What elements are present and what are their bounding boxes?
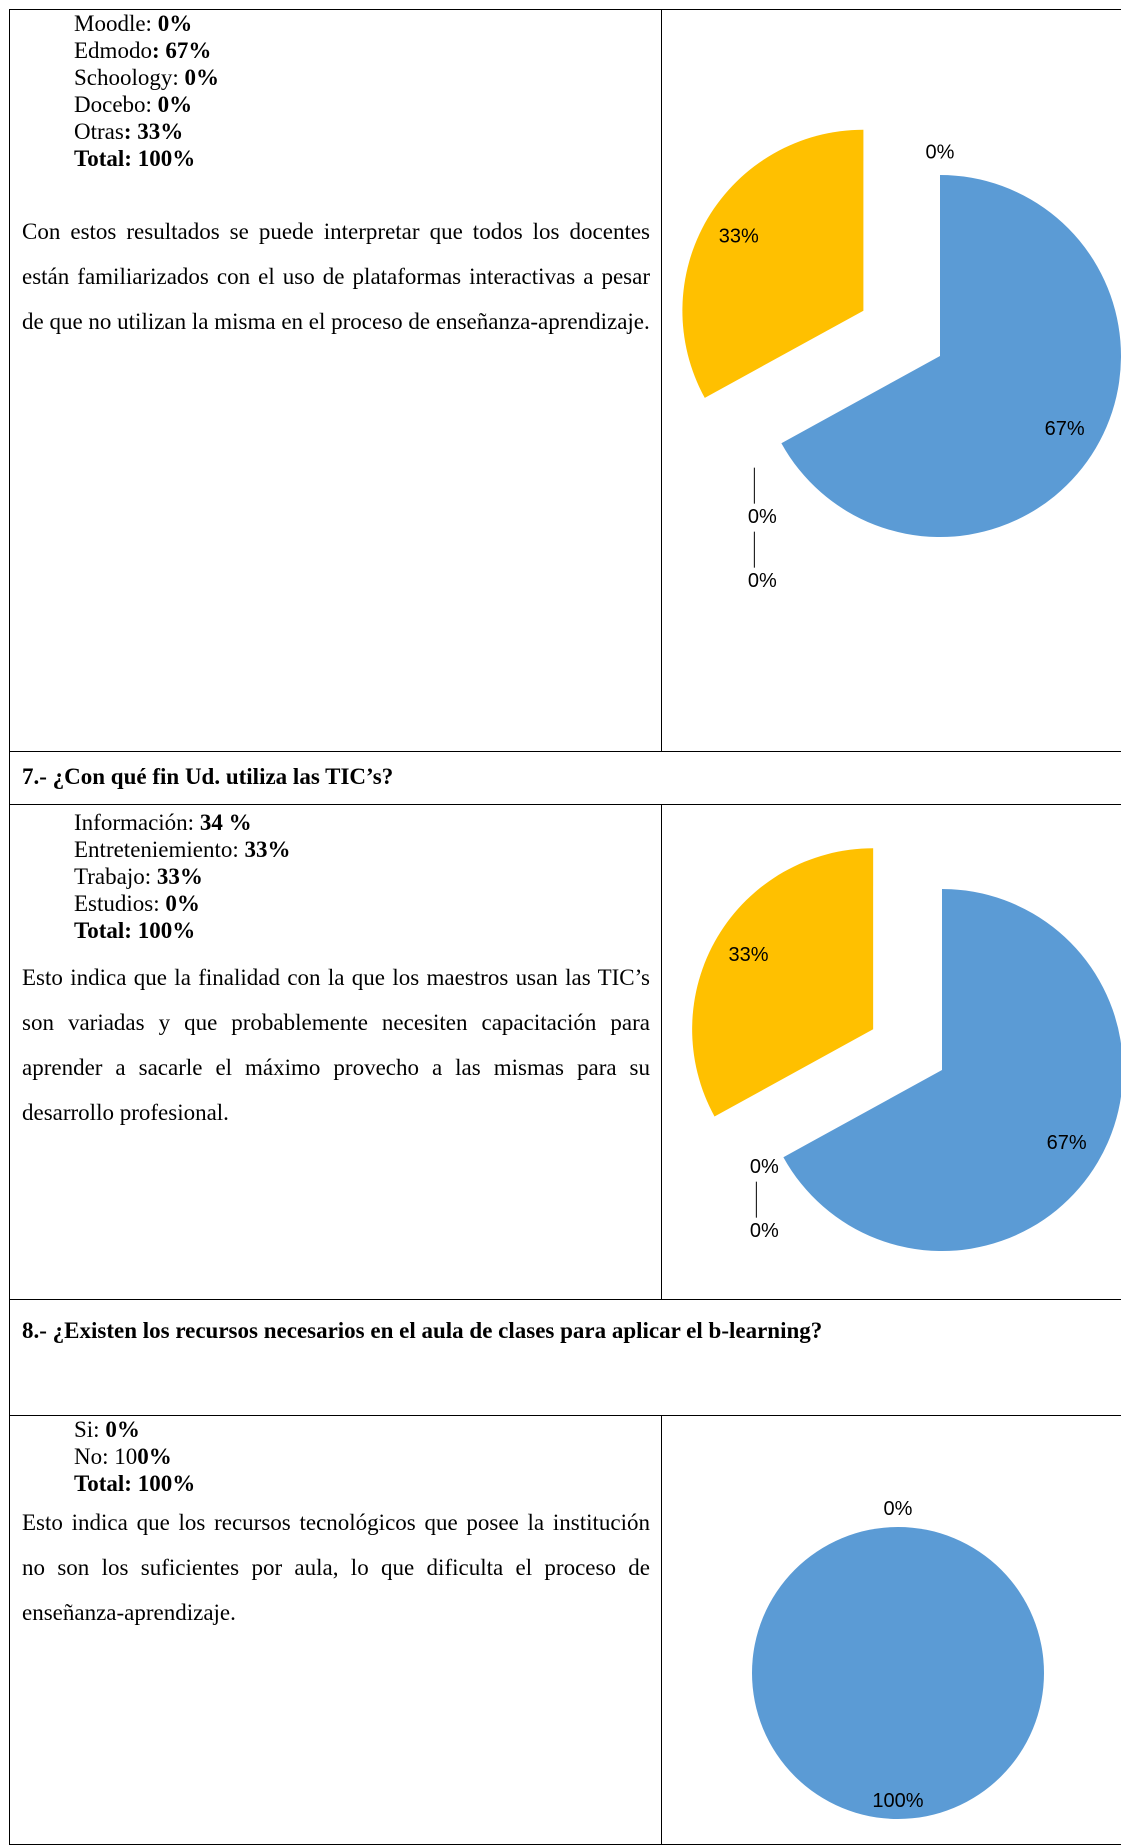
total: Total: 100% [74, 918, 196, 943]
pie-chart: 0% 100% [752, 1498, 1044, 1819]
item-value: : 67% [151, 38, 212, 63]
item: Schoology: 0% [74, 64, 219, 91]
paragraph: Esto indica que los recursos tecnológico… [22, 1510, 650, 1625]
item-label: Otras [74, 119, 124, 144]
item-value: 0% [184, 65, 220, 90]
item-value: 0% [157, 92, 193, 117]
pie-slice [781, 175, 1121, 537]
item-value: 33% [244, 837, 291, 862]
chart-cell: 0% 67% 0% 0% 33% [661, 9, 1121, 752]
item-label: Si: [74, 1417, 106, 1442]
item-value: 33% [156, 864, 203, 889]
item: Edmodo: 67% [74, 37, 219, 64]
data-label: 0% [750, 1220, 779, 1242]
item-label: No: 10 [74, 1444, 138, 1469]
item-label: Moodle: [74, 11, 158, 36]
item-list: Si: 0% No: 100% Total: 100% [74, 1416, 195, 1497]
item: Si: 0% [74, 1416, 195, 1443]
question: 8.- ¿Existen los recursos necesarios en … [22, 1318, 823, 1343]
pie-slice [692, 848, 874, 1117]
item-value: 0% [157, 11, 193, 36]
item-value: 34 % [199, 810, 252, 835]
text-cell: Información: 34 % Entreteniemiento: 33% … [9, 804, 662, 1300]
pie-chart: 0% 67% 0% 0% 33% [682, 129, 1121, 592]
data-label: 100% [872, 1790, 923, 1812]
header-cell: 8.- ¿Existen los recursos necesarios en … [9, 1299, 1121, 1416]
item-value: 0% [105, 1417, 140, 1442]
item-value: 0% [137, 1444, 172, 1469]
item-list: Información: 34 % Entreteniemiento: 33% … [74, 809, 291, 944]
data-label: 0% [748, 570, 777, 592]
item-label: Estudios: [74, 891, 166, 916]
item-value: 0% [165, 891, 200, 916]
data-label: 33% [719, 225, 759, 247]
item-label: Trabajo: [74, 864, 157, 889]
item-value: : 33% [123, 119, 184, 144]
data-label: 67% [1047, 1132, 1087, 1154]
data-label: 33% [728, 944, 768, 966]
item: Moodle: 0% [74, 10, 219, 37]
pie-slice [783, 889, 1121, 1251]
pie-slice [682, 129, 864, 398]
pie-chart: 67% 0% 0% 33% [692, 848, 1121, 1251]
item: Otras: 33% [74, 118, 219, 145]
question: 7.- ¿Con qué fin Ud. utiliza las TIC’s? [22, 764, 394, 789]
item-label: Información: [74, 810, 200, 835]
data-label: 0% [750, 1156, 779, 1178]
item-list: Moodle: 0% Edmodo: 67% Schoology: 0% Doc… [74, 10, 219, 172]
item-label: Docebo: [74, 92, 158, 117]
text-cell: Moodle: 0% Edmodo: 67% Schoology: 0% Doc… [9, 9, 662, 752]
chart-cell: 67% 0% 0% 33% [661, 804, 1121, 1300]
item: No: 100% [74, 1443, 195, 1470]
data-label: 0% [884, 1498, 913, 1520]
total: Total: 100% [74, 1471, 196, 1496]
chart-cell: 0% 100% [661, 1415, 1121, 1845]
data-label: 0% [748, 506, 777, 528]
item: Trabajo: 33% [74, 863, 291, 890]
item-label: Edmodo [74, 38, 152, 63]
item-label: Entreteniemiento: [74, 837, 245, 862]
item: Entreteniemiento: 33% [74, 836, 291, 863]
item-label: Schoology: [74, 65, 185, 90]
item: Docebo: 0% [74, 91, 219, 118]
data-label: 0% [926, 142, 955, 164]
total: Total: 100% [74, 146, 196, 171]
header-cell: 7.- ¿Con qué fin Ud. utiliza las TIC’s? [9, 751, 1121, 805]
data-label: 67% [1045, 418, 1085, 440]
item: Estudios: 0% [74, 890, 291, 917]
paragraph: Con estos resultados se puede interpreta… [22, 219, 650, 334]
paragraph: Esto indica que la finalidad con la que … [22, 965, 650, 1125]
pie-slice [752, 1527, 1044, 1819]
text-cell: Si: 0% No: 100% Total: 100% Esto indica … [9, 1415, 662, 1845]
item: Información: 34 % [74, 809, 291, 836]
